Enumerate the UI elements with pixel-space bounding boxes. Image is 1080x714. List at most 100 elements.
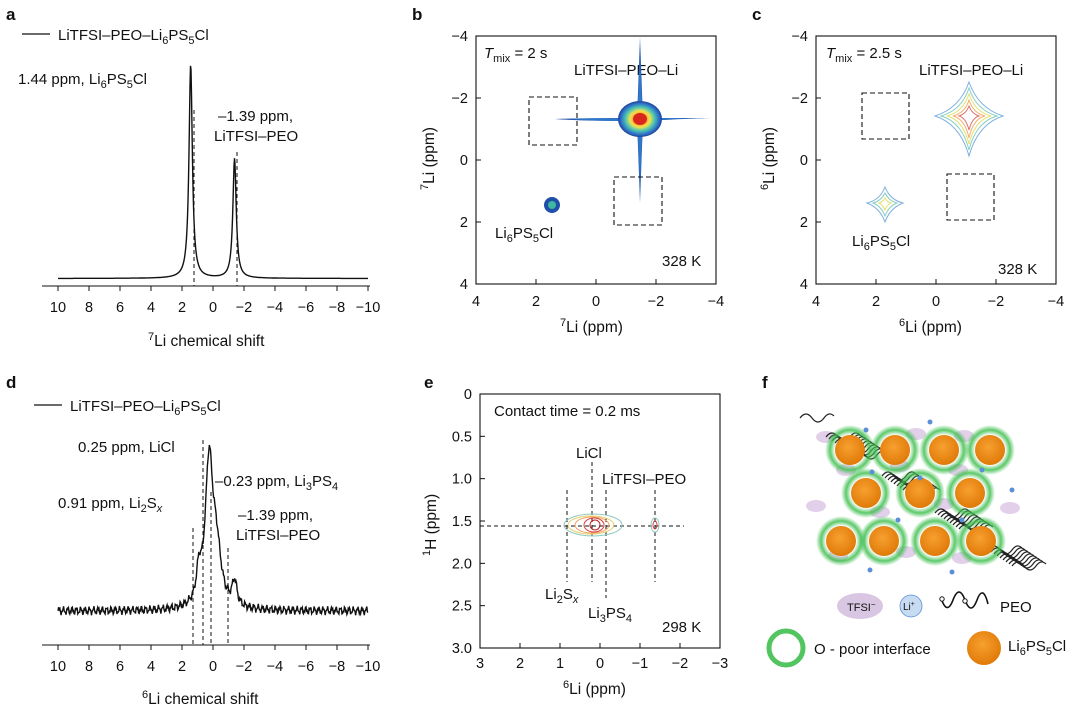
li6ps5cl-particle — [975, 435, 1005, 465]
peak-label-c-li6ps5cl: Li6PS5Cl — [852, 233, 910, 253]
li6ps5cl-particle — [929, 435, 959, 465]
peo-legend-node-1 — [939, 596, 945, 602]
y-tick-label: 4 — [800, 277, 808, 293]
li-ion — [867, 567, 873, 573]
x-tick-label-d: 6 — [116, 659, 124, 675]
temperature-e: 298 K — [662, 619, 701, 636]
panel-label-e: e — [424, 373, 433, 392]
diagonal-peak-b-litfsi — [555, 36, 712, 204]
li-ion — [949, 569, 955, 575]
panel-label-c: c — [752, 5, 761, 24]
y-tick-label-e: 2.0 — [452, 556, 472, 572]
temperature-b: 328 K — [662, 253, 701, 270]
peak-label-e-licl: LiCl — [576, 445, 602, 462]
panel-label-a: a — [6, 5, 16, 24]
li6ps5cl-particle — [851, 478, 881, 508]
y-tick-label: −2 — [451, 91, 468, 107]
peak-label-d-licl: 0.25 ppm, LiCl — [78, 439, 175, 456]
peak-label-b-li6ps5cl: Li6PS5Cl — [495, 225, 553, 245]
y-tick-label-e: 0.5 — [452, 429, 472, 445]
x-tick-label: −4 — [1048, 294, 1065, 310]
x-tick-label-e: 3 — [476, 656, 484, 672]
x-axis-label-a: 7Li chemical shift — [148, 331, 265, 350]
mix-time-c: Tmix = 2.5 s — [826, 45, 902, 65]
panel-label-f: f — [762, 373, 768, 392]
y-tick-label: 4 — [460, 277, 468, 293]
li-ion — [863, 427, 869, 433]
x-tick-label-d: −8 — [329, 659, 346, 675]
diagonal-peak-c-li6ps5cl — [865, 185, 905, 224]
li-ion — [869, 469, 875, 475]
peak-label-c-litfsi: LiTFSI–PEO–Li — [919, 62, 1023, 79]
cross-peak-region-c-2 — [946, 173, 995, 221]
cross-peak-region-c-1 — [861, 92, 910, 140]
y-tick-label: 2 — [460, 215, 468, 231]
contact-time-e: Contact time = 0.2 ms — [494, 403, 640, 420]
x-axis-label-e: 6Li (ppm) — [563, 679, 626, 698]
x-tick-label-a: −2 — [236, 300, 253, 316]
cross-peak-region-b-1 — [528, 96, 578, 146]
x-ticks-d: 10 8 6 4 2 0 −2 −4 −6 −8 −10 — [50, 645, 380, 675]
x-tick-label-a: 4 — [147, 300, 155, 316]
x-tick-label: −2 — [648, 294, 665, 310]
li-ion — [917, 475, 923, 481]
tfsi-anion — [806, 500, 826, 512]
y-tick-label-e: 3.0 — [452, 641, 472, 657]
x-tick-label-e: −2 — [672, 656, 689, 672]
li-ion — [979, 467, 985, 473]
legend-text-a: LiTFSI–PEO–Li6PS5Cl — [58, 27, 209, 47]
x-tick-label: −2 — [988, 294, 1005, 310]
x-tick-label-e: −1 — [632, 656, 649, 672]
x-tick-label-d: 4 — [147, 659, 155, 675]
legend-text-d: LiTFSI–PEO–Li6PS5Cl — [70, 398, 221, 418]
li6ps5cl-particle — [880, 435, 910, 465]
x-tick-label-e: 2 — [516, 656, 524, 672]
ticks-b: 4 2 0 −2 −4 −4 −2 0 2 4 — [451, 29, 724, 310]
x-tick-label-d: 8 — [85, 659, 93, 675]
spectrum-d — [57, 444, 369, 617]
temperature-c: 328 K — [998, 261, 1037, 278]
mix-time-b: Tmix = 2 s — [484, 45, 547, 65]
x-tick-label-a: −4 — [267, 300, 284, 316]
peak-label-li6ps5cl: 1.44 ppm, Li6PS5Cl — [18, 71, 147, 91]
peak-label-value-litfsi: –1.39 ppm, — [218, 108, 293, 125]
li6ps5cl-particle — [966, 526, 996, 556]
diagonal-peak-c-litfsi — [933, 80, 1005, 158]
panel-label-d: d — [6, 373, 16, 392]
li-ion — [1009, 487, 1015, 493]
peak-label-d-li3ps4: –0.23 ppm, Li3PS4 — [215, 473, 338, 493]
x-tick-label: 2 — [532, 294, 540, 310]
x-axis-label-c: 6Li (ppm) — [899, 317, 962, 336]
x-tick-label-d: −6 — [298, 659, 315, 675]
x-tick-label: 0 — [932, 294, 940, 310]
x-tick-label-d: 10 — [50, 659, 66, 675]
li-ion — [927, 419, 933, 425]
li-ion-legend-icon — [899, 594, 923, 618]
li6ps5cl-particle — [826, 526, 856, 556]
y-axis-label-c: 6Li (ppm) — [759, 127, 778, 190]
particle-legend-icon — [967, 631, 1001, 665]
cross-peak-e-main — [563, 513, 623, 537]
y-tick-label-e: 1.0 — [452, 472, 472, 488]
peak-label-species-litfsi: LiTFSI–PEO — [214, 128, 298, 145]
peo-chain — [799, 413, 835, 423]
x-tick-label-d: 0 — [209, 659, 217, 675]
li6ps5cl-particle — [869, 526, 899, 556]
x-tick-label: 4 — [812, 294, 820, 310]
x-tick-label-e: −3 — [712, 656, 729, 672]
x-tick-label: 4 — [472, 294, 480, 310]
y-axis-label-b: 7Li (ppm) — [419, 127, 438, 190]
li6ps5cl-particle — [955, 478, 985, 508]
li6ps5cl-particle — [905, 478, 935, 508]
x-tick-label-a: −6 — [298, 300, 315, 316]
spectrum-a — [58, 65, 368, 280]
y-tick-label: 0 — [800, 153, 808, 169]
x-tick-label-a: 2 — [178, 300, 186, 316]
y-tick-label-e: 2.5 — [452, 599, 472, 615]
li6ps5cl-particle — [835, 435, 865, 465]
peak-label-d-peo-species: LiTFSI–PEO — [236, 527, 320, 544]
y-axis-label-e: 1H (ppm) — [421, 494, 440, 556]
plot-frame-e — [479, 393, 721, 649]
peak-label-e-li2sx: Li2Sx — [545, 586, 579, 606]
y-tick-label: 2 — [800, 215, 808, 231]
